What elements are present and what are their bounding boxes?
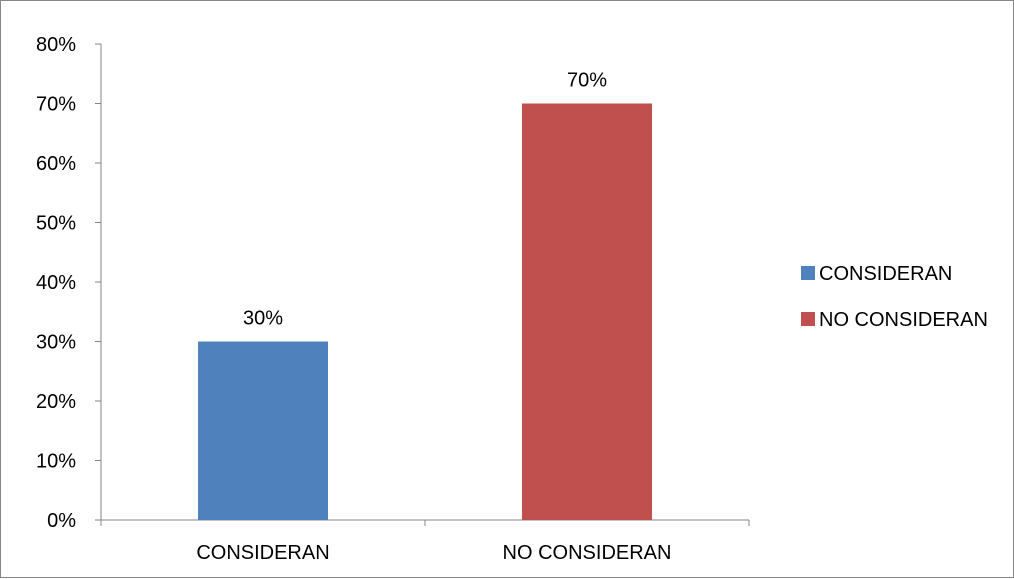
bars: [198, 103, 652, 520]
y-tick-label: 40%: [36, 272, 76, 294]
data-labels: 30% 70%: [243, 70, 607, 330]
legend-swatch: [801, 312, 815, 326]
y-tick-label: 20%: [36, 391, 76, 413]
x-tick-label: CONSIDERAN: [196, 542, 329, 564]
legend: CONSIDERAN NO CONSIDERAN: [801, 263, 988, 331]
bar-2: [522, 103, 652, 520]
y-tick-label: 70%: [36, 94, 76, 116]
bar-value-label: 70%: [567, 70, 607, 92]
x-tick-label: NO CONSIDERAN: [503, 542, 672, 564]
legend-label: NO CONSIDERAN: [819, 309, 988, 331]
axes: 0% 10% 20% 30% 40% 50% 60% 70% 80% CONSIDERAN NO C…: [36, 34, 750, 564]
bar-1: [198, 341, 328, 520]
legend-swatch: [801, 266, 815, 280]
legend-label: CONSIDERAN: [819, 263, 952, 285]
bar-value-label: 30%: [243, 308, 283, 330]
y-tick-label: 30%: [36, 332, 76, 354]
y-tick-label: 80%: [36, 34, 76, 56]
y-tick-label: 10%: [36, 451, 76, 473]
y-tick-label: 50%: [36, 213, 76, 235]
y-tick-label: 60%: [36, 153, 76, 175]
y-tick-label: 0%: [47, 510, 76, 532]
